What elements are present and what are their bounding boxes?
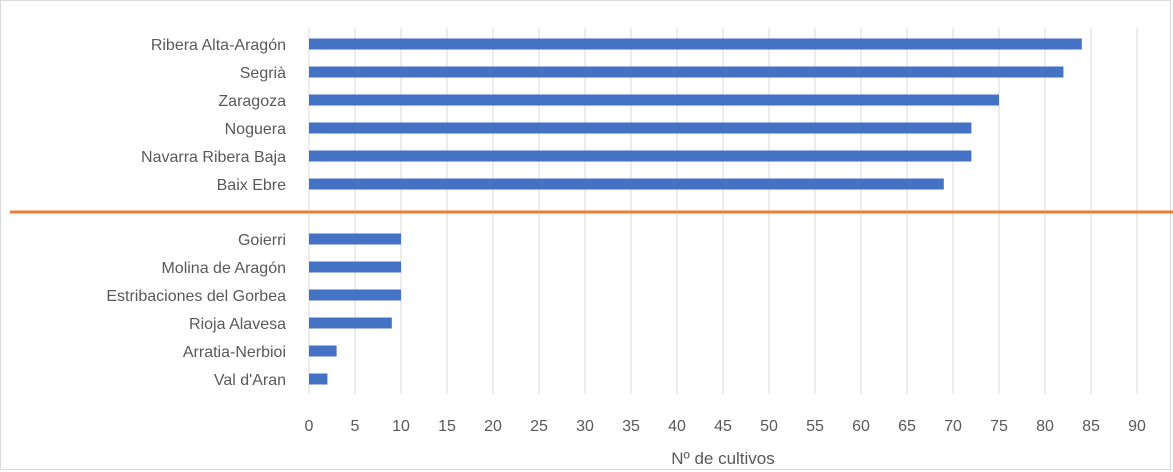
category-label: Ribera Alta-Aragón [151,37,286,54]
bar [309,345,337,357]
bar [309,289,401,301]
category-label: Navarra Ribera Baja [141,149,286,166]
category-labels: Ribera Alta-Aragón Segrià Zaragoza Noguera N… [106,37,286,389]
bar [309,66,1064,78]
x-tick-label: 80 [1036,418,1054,435]
category-label: Noguera [225,121,286,138]
x-tick-labels: 0 5 10 15 20 25 30 35 40 45 50 55 60 65 70 75 80 85 90 [305,418,1146,435]
x-tick-label: 65 [898,418,916,435]
category-label: Val d'Aran [214,372,286,389]
x-tick-label: 50 [760,418,778,435]
category-label: Arratia-Nerbioi [183,344,286,361]
x-tick-label: 55 [806,418,824,435]
category-label: Segrià [240,65,286,82]
bar [309,317,392,329]
category-label: Goierri [238,232,286,249]
category-label: Baix Ebre [217,177,286,194]
x-tick-label: 70 [944,418,962,435]
x-tick-label: 0 [305,418,314,435]
x-tick-label: 10 [392,418,410,435]
x-tick-label: 5 [351,418,360,435]
bar [309,38,1082,50]
bars [309,38,1082,385]
x-tick-label: 40 [668,418,686,435]
x-tick-label: 90 [1128,418,1146,435]
category-label: Estribaciones del Gorbea [106,288,286,305]
bar [309,373,328,385]
bar [309,261,401,273]
x-tick-label: 20 [484,418,502,435]
bar [309,178,944,190]
bar [309,233,401,245]
category-label: Molina de Aragón [161,260,286,277]
category-label: Rioja Alavesa [189,316,286,333]
x-tick-label: 85 [1082,418,1100,435]
bar [309,122,972,134]
bar [309,94,999,106]
x-tick-label: 60 [852,418,870,435]
bar [309,150,972,162]
x-tick-label: 75 [990,418,1008,435]
category-label: Zaragoza [218,93,286,110]
x-axis-title: Nº de cultivos [671,449,775,468]
x-tick-label: 35 [622,418,640,435]
x-tick-label: 25 [530,418,548,435]
x-tick-label: 15 [438,418,456,435]
x-tick-label: 45 [714,418,732,435]
x-tick-label: 30 [576,418,594,435]
